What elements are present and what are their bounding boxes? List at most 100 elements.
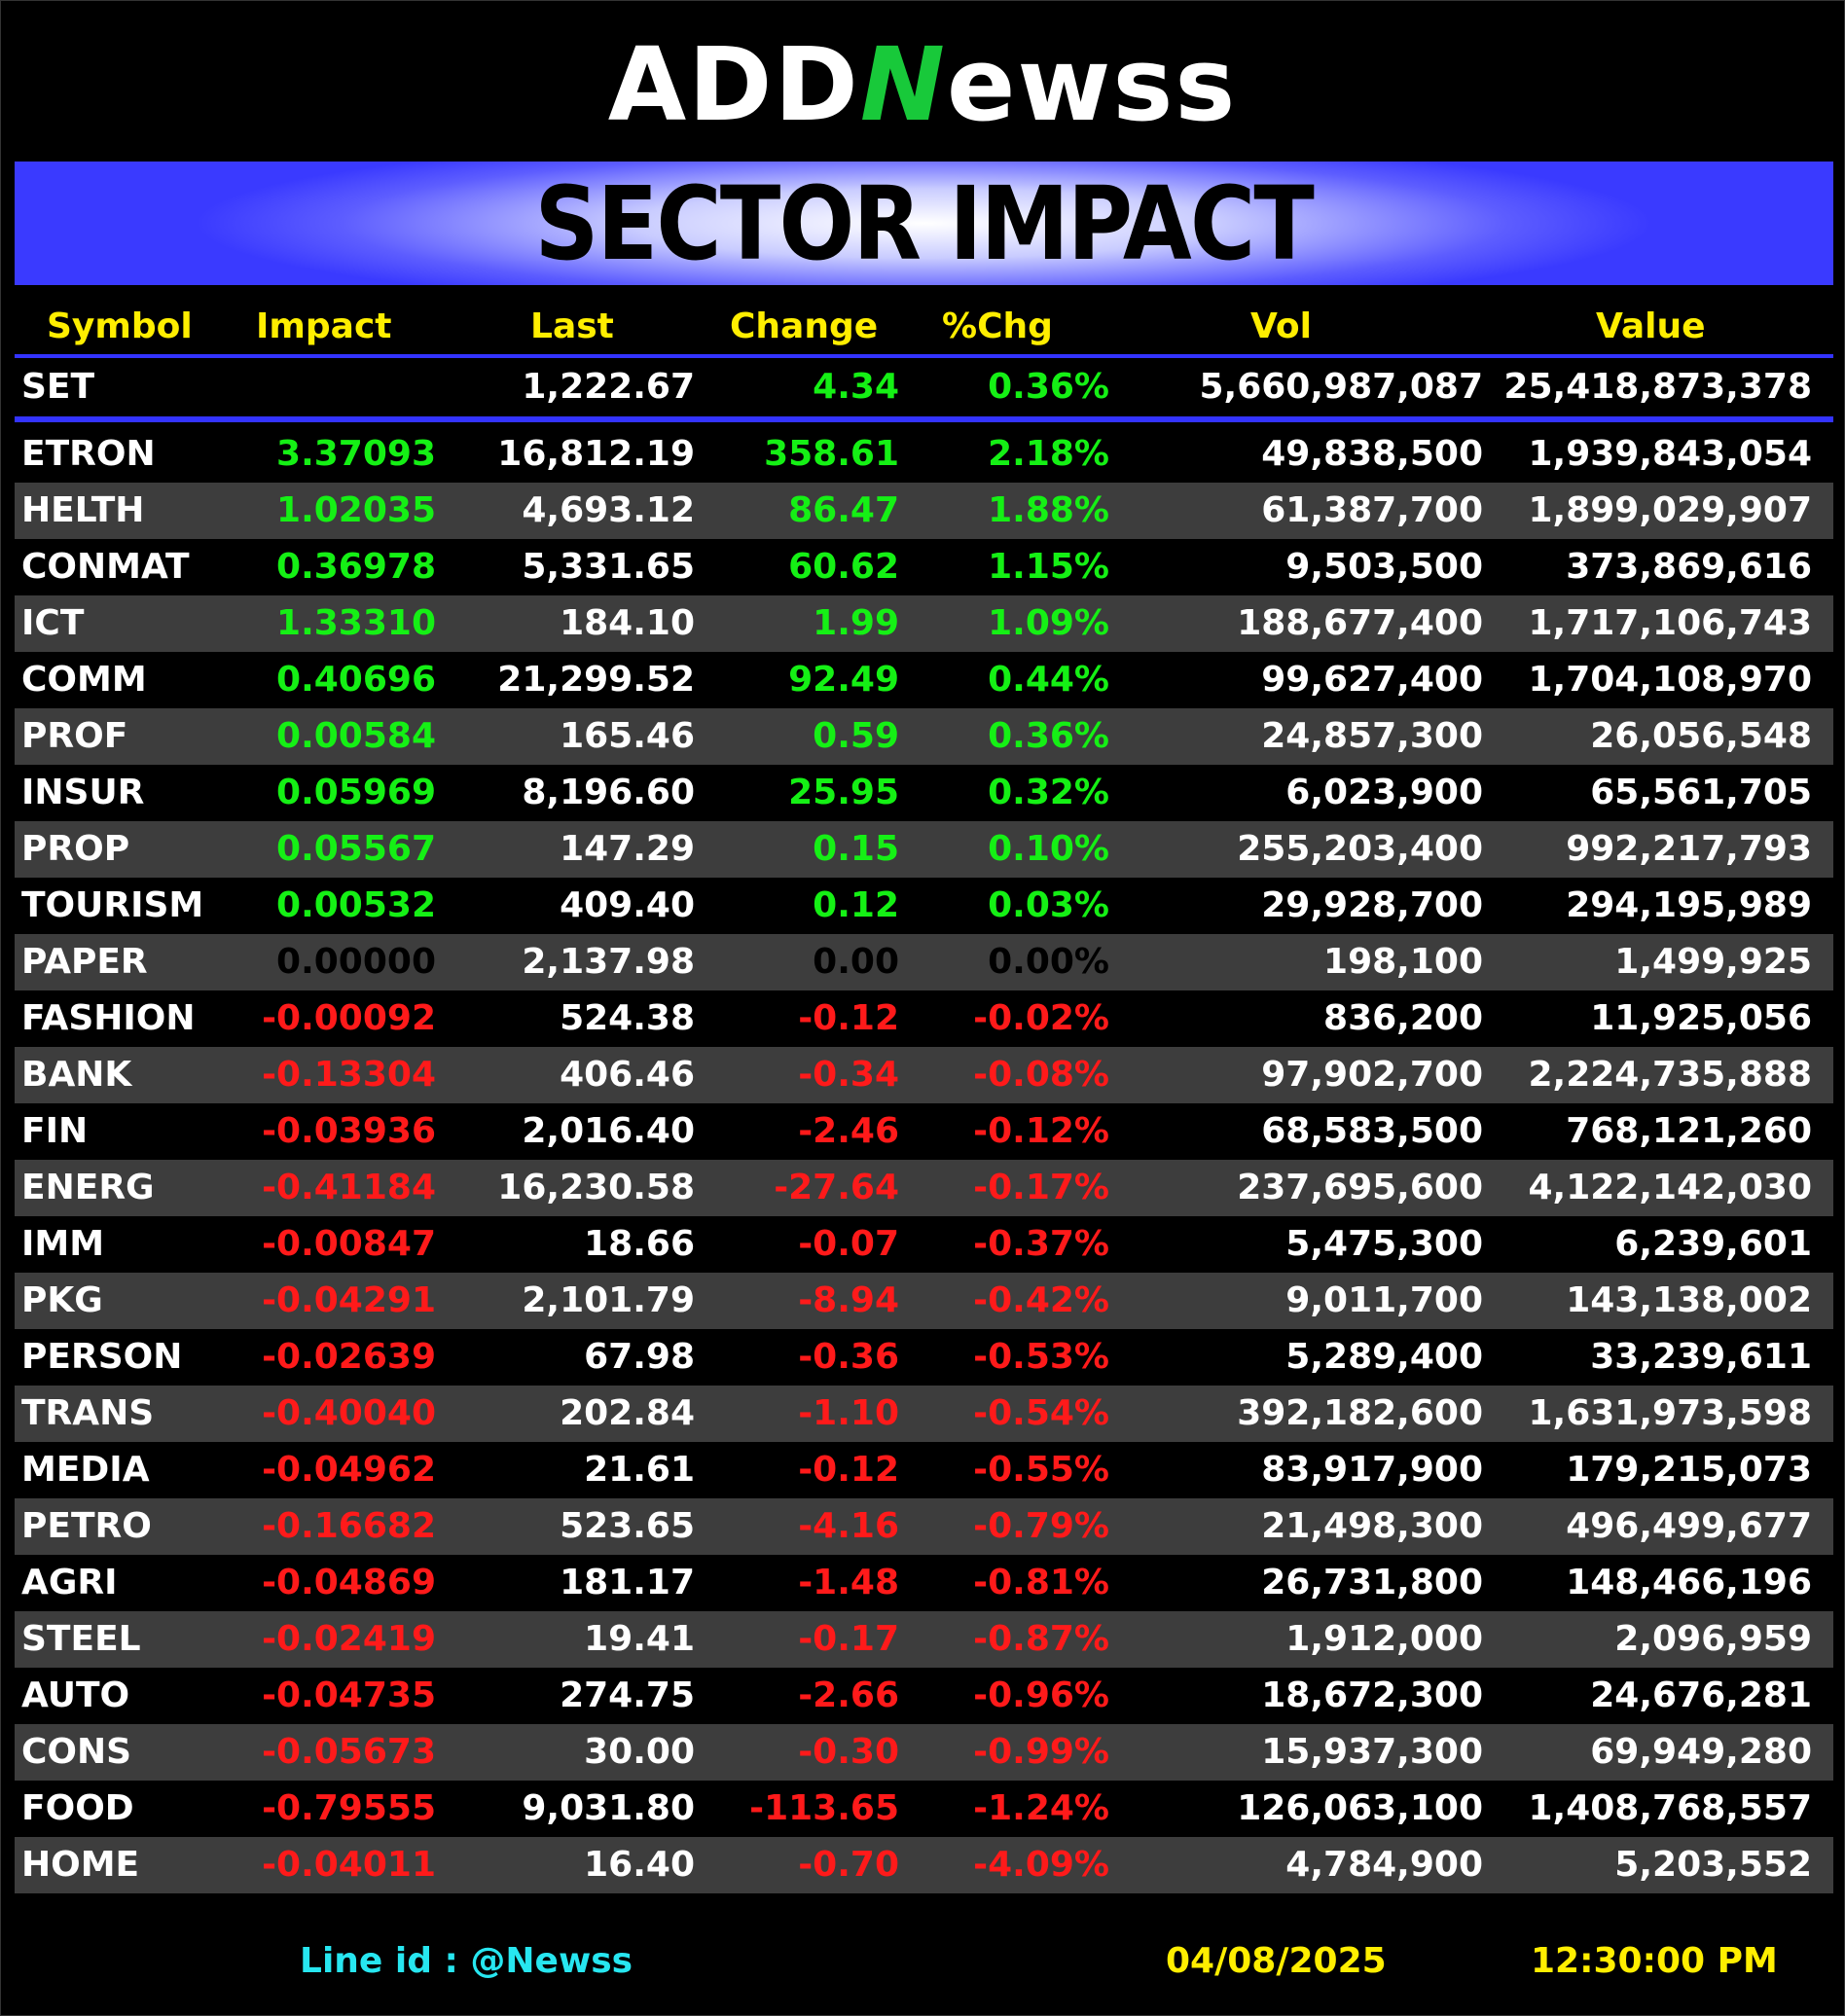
cell-impact: 3.37093: [276, 434, 436, 474]
cell-change: 0.00: [813, 942, 899, 982]
cell-pct-change: -0.81%: [973, 1563, 1109, 1602]
table-row: FASHION -0.00092 524.38 -0.12 -0.02% 836,200 1…: [15, 990, 1833, 1047]
cell-pct-change: -0.08%: [973, 1055, 1109, 1095]
cell-pct-change: 0.36%: [988, 716, 1109, 756]
cell-impact: -0.41184: [262, 1168, 436, 1207]
cell-impact: -0.05673: [262, 1732, 436, 1772]
cell-symbol: FIN: [21, 1111, 89, 1151]
cell-change: -0.12: [798, 1450, 899, 1490]
cell-symbol: MEDIA: [21, 1450, 150, 1490]
cell-symbol: TOURISM: [21, 885, 204, 925]
table-row: BANK -0.13304 406.46 -0.34 -0.08% 97,902,700 2…: [15, 1047, 1833, 1103]
cell-pct-change: -0.37%: [973, 1224, 1109, 1264]
cell-symbol: BANK: [21, 1055, 132, 1095]
cell-value: 148,466,196: [1566, 1563, 1812, 1602]
table-row: PAPER 0.00000 2,137.98 0.00 0.00% 198,100 1,49…: [15, 934, 1833, 990]
cell-change: -27.64: [774, 1168, 899, 1207]
cell-last: 165.46: [560, 716, 695, 756]
cell-pct-change: -0.99%: [973, 1732, 1109, 1772]
cell-volume: 9,503,500: [1285, 547, 1483, 587]
cell-symbol: INSUR: [21, 773, 145, 812]
cell-change: 25.95: [788, 773, 899, 812]
table-row: TRANS -0.40040 202.84 -1.10 -0.54% 392,182,60…: [15, 1386, 1833, 1442]
cell-last: 30.00: [584, 1732, 695, 1772]
cell-impact: 0.05567: [276, 829, 436, 869]
cell-pct-change: -0.55%: [973, 1450, 1109, 1490]
cell-symbol: TRANS: [21, 1393, 155, 1433]
cell-last: 2,016.40: [522, 1111, 695, 1151]
cell-value: 143,138,002: [1566, 1280, 1812, 1320]
logo-part-add: ADD: [607, 25, 860, 144]
title-banner: SECTOR IMPACT: [15, 162, 1833, 285]
table-header: Symbol Impact Last Change %Chg Vol Value: [15, 300, 1833, 354]
cell-impact: 0.36978: [276, 547, 436, 587]
cell-impact: -0.04011: [262, 1845, 436, 1885]
table-row: PROP 0.05567 147.29 0.15 0.10% 255,203,400 992…: [15, 821, 1833, 878]
cell-symbol: AGRI: [21, 1563, 118, 1602]
cell-volume: 49,838,500: [1261, 434, 1483, 474]
cell-change: -0.70: [798, 1845, 899, 1885]
cell-change: 0.59: [813, 716, 899, 756]
sector-rows: ETRON 3.37093 16,812.19 358.61 2.18% 49,838,5…: [15, 426, 1833, 1893]
cell-pct-change: -1.24%: [973, 1788, 1109, 1828]
table-row: PERSON -0.02639 67.98 -0.36 -0.53% 5,289,400 3…: [15, 1329, 1833, 1386]
cell-last: 21,299.52: [497, 660, 695, 700]
cell-change: 358.61: [764, 434, 899, 474]
cell-impact: 1.02035: [276, 490, 436, 530]
cell-volume: 15,937,300: [1261, 1732, 1483, 1772]
cell-impact: -0.00847: [262, 1224, 436, 1264]
cell-volume: 198,100: [1323, 942, 1483, 982]
cell-value: 1,499,925: [1614, 942, 1812, 982]
table-row: PETRO -0.16682 523.65 -4.16 -0.79% 21,498,300…: [15, 1498, 1833, 1555]
cell-change: 0.12: [813, 885, 899, 925]
cell-pct-change: 0.03%: [988, 885, 1109, 925]
table-row: PKG -0.04291 2,101.79 -8.94 -0.42% 9,011,700 1…: [15, 1273, 1833, 1329]
cell-symbol: HELTH: [21, 490, 145, 530]
set-change: 4.34: [813, 367, 899, 407]
cell-last: 181.17: [560, 1563, 695, 1602]
header-divider: [15, 354, 1833, 358]
cell-symbol: FASHION: [21, 998, 196, 1038]
table-row: HELTH 1.02035 4,693.12 86.47 1.88% 61,387,700…: [15, 483, 1833, 539]
cell-value: 2,224,735,888: [1528, 1055, 1812, 1095]
cell-change: 86.47: [788, 490, 899, 530]
cell-volume: 26,731,800: [1261, 1563, 1483, 1602]
cell-change: 92.49: [788, 660, 899, 700]
set-divider: [15, 416, 1833, 422]
cell-change: -0.34: [798, 1055, 899, 1095]
cell-change: -4.16: [798, 1506, 899, 1546]
logo-text: ADDNewss: [608, 34, 1238, 135]
set-pct-change: 0.36%: [988, 367, 1109, 407]
cell-last: 184.10: [560, 603, 695, 643]
cell-change: -1.48: [798, 1563, 899, 1602]
header-value: Value: [1596, 306, 1706, 346]
cell-impact: -0.16682: [262, 1506, 436, 1546]
header-last: Last: [530, 306, 614, 346]
table-row: ETRON 3.37093 16,812.19 358.61 2.18% 49,838,5…: [15, 426, 1833, 483]
cell-change: -0.17: [798, 1619, 899, 1659]
cell-last: 19.41: [584, 1619, 695, 1659]
cell-impact: -0.00092: [262, 998, 436, 1038]
cell-symbol: HOME: [21, 1845, 140, 1885]
cell-pct-change: -0.96%: [973, 1675, 1109, 1715]
cell-last: 16,812.19: [497, 434, 695, 474]
cell-pct-change: -0.12%: [973, 1111, 1109, 1151]
cell-pct-change: -0.53%: [973, 1337, 1109, 1377]
cell-value: 6,239,601: [1614, 1224, 1812, 1264]
cell-impact: -0.40040: [262, 1393, 436, 1433]
cell-last: 8,196.60: [522, 773, 695, 812]
cell-impact: 0.40696: [276, 660, 436, 700]
cell-symbol: IMM: [21, 1224, 105, 1264]
table-row: MEDIA -0.04962 21.61 -0.12 -0.55% 83,917,900 1…: [15, 1442, 1833, 1498]
cell-value: 1,939,843,054: [1528, 434, 1812, 474]
cell-impact: -0.04962: [262, 1450, 436, 1490]
cell-volume: 5,475,300: [1285, 1224, 1483, 1264]
cell-impact: 0.05969: [276, 773, 436, 812]
cell-volume: 836,200: [1323, 998, 1483, 1038]
cell-impact: -0.04735: [262, 1675, 436, 1715]
table-row: STEEL -0.02419 19.41 -0.17 -0.87% 1,912,000 2,…: [15, 1611, 1833, 1668]
cell-value: 179,215,073: [1566, 1450, 1812, 1490]
cell-symbol: FOOD: [21, 1788, 134, 1828]
cell-pct-change: -0.79%: [973, 1506, 1109, 1546]
cell-last: 2,101.79: [522, 1280, 695, 1320]
